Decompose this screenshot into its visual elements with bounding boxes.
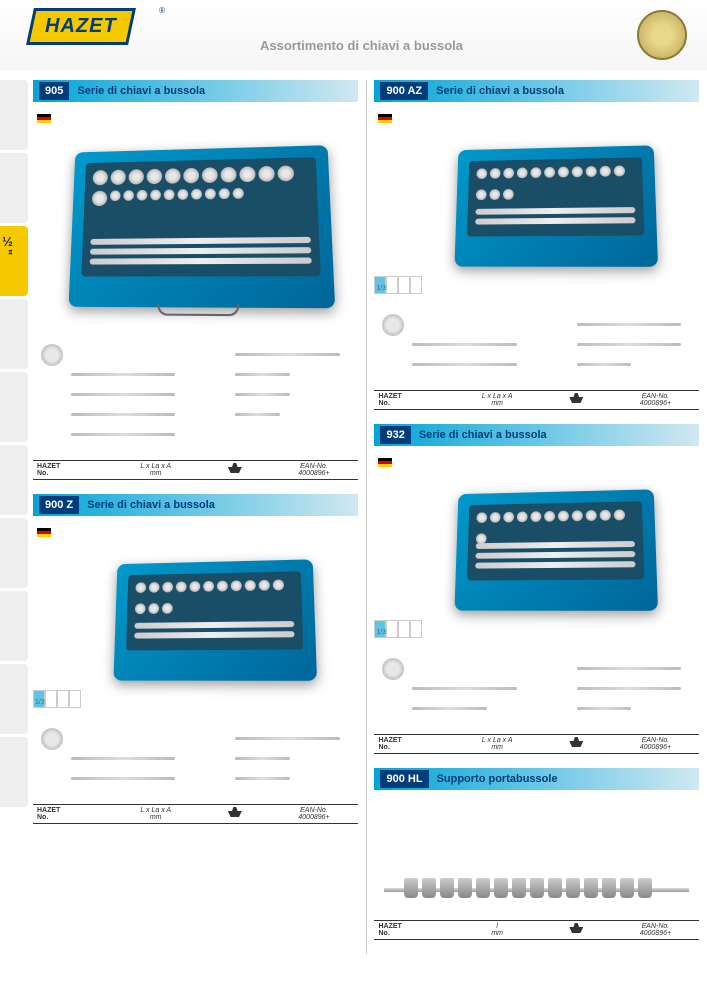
page-header: HAZET ® Assortimento di chiavi a bussola: [0, 0, 707, 70]
socket-icon: [41, 344, 63, 366]
right-column: 900 AZ Serie di chiavi a bussola 1/3: [374, 80, 699, 954]
extension-bar-icon: [577, 667, 681, 670]
extension-bar-icon: [412, 363, 516, 366]
adapter-icon: [235, 393, 289, 396]
sidebar-tab[interactable]: [0, 80, 28, 150]
spec-table-header: HAZETNo. L x La x Amm EAN-No.4000896+: [374, 390, 699, 410]
weight-icon: [569, 923, 583, 933]
adapter-icon: [577, 707, 631, 710]
product-image-area: 1/3: [33, 550, 358, 720]
section-header: 900 AZ Serie di chiavi a bussola: [374, 80, 699, 102]
extension-bar-icon: [235, 353, 339, 356]
product-section-905: 905 Serie di chiavi a bussola: [33, 80, 358, 480]
category-sidebar: ½": [0, 80, 28, 980]
socket-case-illustration: [113, 559, 317, 680]
extension-bar-icon: [235, 737, 339, 740]
sidebar-tab[interactable]: [0, 591, 28, 661]
socket-icon: [382, 314, 404, 336]
section-title: Supporto portabussole: [437, 773, 558, 785]
flag-germany-icon: [37, 114, 51, 123]
left-column: 905 Serie di chiavi a bussola: [33, 80, 358, 954]
spec-mini-grid: 1/3: [33, 690, 81, 708]
extension-bar-icon: [577, 343, 681, 346]
socket-icon: [41, 728, 63, 750]
registered-mark: ®: [159, 6, 165, 15]
adapter-icon: [577, 363, 631, 366]
component-list: [33, 344, 358, 452]
weight-icon: [569, 737, 583, 747]
weight-icon: [569, 393, 583, 403]
product-code: 932: [380, 426, 410, 444]
extension-bar-icon: [71, 433, 175, 436]
extension-bar-icon: [71, 373, 175, 376]
section-title: Serie di chiavi a bussola: [87, 499, 215, 511]
sidebar-tab[interactable]: [0, 372, 28, 442]
extension-bar-icon: [71, 777, 175, 780]
product-image-area: [33, 136, 358, 336]
extension-bar-icon: [577, 687, 681, 690]
flag-germany-icon: [378, 458, 392, 467]
flag-germany-icon: [378, 114, 392, 123]
spec-mini-grid: 1/3: [374, 276, 422, 294]
column-divider: [366, 80, 367, 954]
product-code: 900 AZ: [380, 82, 428, 100]
adapter-icon: [235, 757, 289, 760]
sidebar-tab-active[interactable]: ½": [0, 226, 28, 296]
spec-table-header: HAZETNo. L x La x Amm EAN-No.4000896+: [33, 804, 358, 824]
adapter-icon: [412, 707, 486, 710]
main-content: 905 Serie di chiavi a bussola: [33, 80, 699, 954]
extension-bar-icon: [71, 757, 175, 760]
adapter-icon: [235, 373, 289, 376]
weight-icon: [228, 807, 242, 817]
extension-bar-icon: [412, 687, 516, 690]
adapter-icon: [235, 413, 279, 416]
section-title: Serie di chiavi a bussola: [77, 85, 205, 97]
socket-case-illustration: [69, 145, 336, 308]
product-code: 900 Z: [39, 496, 79, 514]
sidebar-tab[interactable]: [0, 299, 28, 369]
product-image-area: 1/3: [374, 136, 699, 306]
extension-bar-icon: [412, 343, 516, 346]
section-header: 905 Serie di chiavi a bussola: [33, 80, 358, 102]
product-section-900az: 900 AZ Serie di chiavi a bussola 1/3: [374, 80, 699, 410]
sidebar-tab[interactable]: [0, 445, 28, 515]
drive-size-label: ½": [0, 226, 15, 255]
section-header: 932 Serie di chiavi a bussola: [374, 424, 699, 446]
socket-case-illustration: [455, 145, 659, 266]
product-code: 905: [39, 82, 69, 100]
quality-badge-icon: [637, 10, 687, 60]
socket-rail-illustration: [384, 870, 689, 910]
section-header: 900 Z Serie di chiavi a bussola: [33, 494, 358, 516]
product-image-area: 1/3: [374, 480, 699, 650]
product-section-900z: 900 Z Serie di chiavi a bussola 1/3: [33, 494, 358, 824]
socket-icon: [382, 658, 404, 680]
spec-mini-grid: 1/3: [374, 620, 422, 638]
hazet-logo: HAZET ®: [30, 8, 160, 53]
sidebar-tab[interactable]: [0, 664, 28, 734]
component-list: [33, 728, 358, 796]
sidebar-tab[interactable]: [0, 153, 28, 223]
section-header: 900 HL Supporto portabussole: [374, 768, 699, 790]
product-code: 900 HL: [380, 770, 428, 788]
sidebar-tab[interactable]: [0, 518, 28, 588]
weight-icon: [228, 463, 242, 473]
sidebar-tab[interactable]: [0, 737, 28, 807]
extension-bar-icon: [71, 393, 175, 396]
spec-table-header: HAZETNo. lmm EAN-No.4000896+: [374, 920, 699, 940]
component-list: [374, 658, 699, 726]
adapter-icon: [235, 777, 289, 780]
spec-table-header: HAZETNo. L x La x Amm EAN-No.4000896+: [374, 734, 699, 754]
logo-text: HAZET: [45, 15, 117, 38]
component-list: [374, 314, 699, 382]
flag-germany-icon: [37, 528, 51, 537]
product-section-932: 932 Serie di chiavi a bussola 1/3: [374, 424, 699, 754]
extension-bar-icon: [71, 413, 175, 416]
socket-case-illustration: [455, 489, 659, 610]
spec-table-header: HAZETNo. L x La x Amm EAN-No.4000896+: [33, 460, 358, 480]
section-title: Serie di chiavi a bussola: [436, 85, 564, 97]
product-section-900hl: 900 HL Supporto portabussole HAZETNo. lm…: [374, 768, 699, 940]
section-title: Serie di chiavi a bussola: [419, 429, 547, 441]
extension-bar-icon: [577, 323, 681, 326]
page-title: Assortimento di chiavi a bussola: [260, 38, 463, 53]
